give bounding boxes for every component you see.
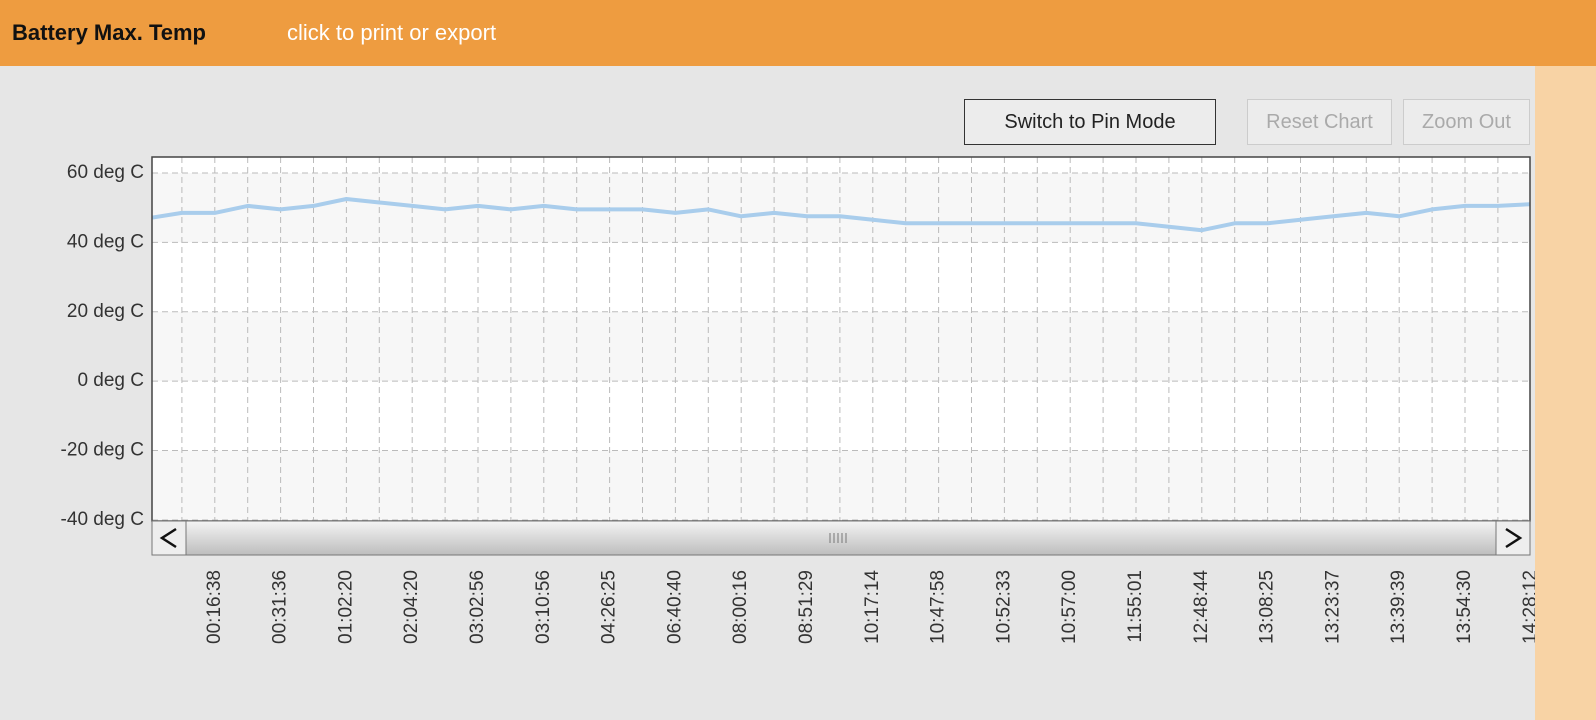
x-tick-label: 13:08:25 <box>1257 570 1278 644</box>
grid-band <box>152 172 1530 243</box>
x-tick-label: 02:04:20 <box>401 570 422 644</box>
scroll-left[interactable] <box>151 520 187 556</box>
data-line <box>152 197 1530 233</box>
grid-band <box>152 450 1530 520</box>
x-tick-label: 03:10:56 <box>533 570 554 644</box>
export-link[interactable]: click to print or export <box>287 20 497 45</box>
zoom-out-button[interactable]: Zoom Out <box>1403 99 1530 145</box>
x-tick-label: 04:26:25 <box>599 570 620 644</box>
x-tick-label: 14:28:12 <box>1520 570 1535 644</box>
y-tick-label: 20 deg C <box>67 301 144 322</box>
pin-mode-button[interactable]: Switch to Pin Mode <box>964 99 1216 145</box>
x-tick-label: 08:00:16 <box>730 570 751 644</box>
x-tick-label: 10:57:00 <box>1059 570 1080 644</box>
right-arrow <box>1505 527 1523 549</box>
y-tick-label: -40 deg C <box>61 509 144 530</box>
x-tick-label: 08:51:29 <box>796 570 817 644</box>
side-strip <box>1535 66 1596 720</box>
x-tick-label: 10:52:33 <box>993 570 1014 644</box>
reset-button[interactable]: Reset Chart <box>1247 99 1392 145</box>
title: Battery Max. Temp <box>12 20 206 45</box>
chart: -40 deg C -20 deg C 0 deg C 20 deg C 40 deg … <box>61 156 1535 644</box>
x-tick-label: 13:54:30 <box>1454 570 1475 644</box>
x-tick-label: 13:23:37 <box>1322 570 1343 644</box>
x-tick-label: 00:16:38 <box>204 570 225 644</box>
grid-band <box>152 311 1530 382</box>
scrollbar[interactable] <box>151 520 1531 556</box>
x-tick-label: 13:39:39 <box>1388 570 1409 644</box>
y-tick-label: 60 deg C <box>67 162 144 183</box>
x-tick-label: 00:31:36 <box>270 570 291 644</box>
scroll-right[interactable] <box>1495 520 1531 556</box>
x-tick-label: 03:02:56 <box>467 570 488 644</box>
x-tick-label: 12:48:44 <box>1191 570 1212 644</box>
x-tick-label: 10:47:58 <box>928 570 949 644</box>
scroll-grip <box>829 533 847 543</box>
y-tick-label: 40 deg C <box>67 231 144 252</box>
y-tick-label: -20 deg C <box>61 440 144 461</box>
x-tick-label: 06:40:40 <box>664 570 685 644</box>
header: Battery Max. Temp click to print or expo… <box>0 0 1596 66</box>
x-tick-label: 10:17:14 <box>862 570 883 644</box>
left-arrow <box>159 527 177 549</box>
x-tick-label: 01:02:20 <box>335 570 356 644</box>
x-tick-label: 11:55:01 <box>1125 570 1146 643</box>
y-tick-label: 0 deg C <box>77 370 144 391</box>
